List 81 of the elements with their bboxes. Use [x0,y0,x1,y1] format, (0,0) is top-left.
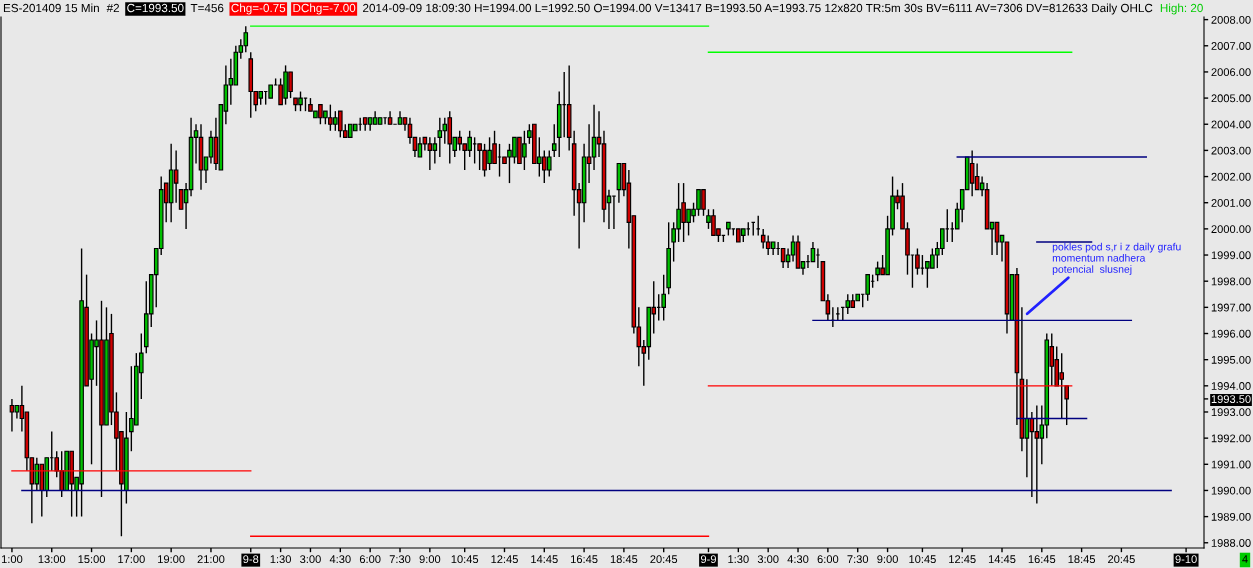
candlestick [1024,378,1030,479]
x-tick-label: 9:00 [877,555,898,564]
x-tick-label: 16:45 [1028,555,1056,564]
x-tick-label: 9-8 [243,555,259,564]
x-tick-label: 18:45 [610,555,638,564]
x-tick-label: 4:30 [329,555,351,564]
x-tick-label: 16:45 [571,555,598,564]
y-tick-label: 1992.00 [1211,434,1251,443]
y-tick-label: 2008.00 [1211,15,1251,24]
x-tick-label: 4:30 [787,555,809,564]
y-tick-label: 1993.50 [1211,395,1251,404]
y-tick-label: 1995.00 [1211,355,1251,364]
y-tick-label: 2000.00 [1211,225,1251,234]
candlestick [865,273,870,302]
x-tick-label: 1:30 [728,555,749,564]
text: Daily OHLC [1092,3,1153,15]
text: DChg=-7.00 [293,3,356,15]
y-tick-label: 1996.00 [1211,329,1251,338]
candlestick [845,293,851,315]
candlestick [835,306,841,322]
y-tick-label: 1994.00 [1211,382,1251,390]
candlestick [173,149,179,204]
x-tick-label: 6:00 [817,555,839,564]
x-tick-label: 9-9 [700,555,716,564]
x-tick-label: 10:45 [451,555,479,564]
text: Chg=-0.75 [231,3,286,15]
y-tick-label: 1993.00 [1211,408,1251,417]
x-tick-label: 14:45 [531,555,558,564]
x-tick-label: 21:00 [197,555,225,564]
x-tick-label: 15:00 [78,555,106,564]
x-tick-label: 1:30 [270,555,291,564]
candlestick [546,149,552,178]
x-tick-label: 7:30 [847,555,869,564]
x-tick-label: 10:45 [909,555,936,564]
candlestick [915,247,920,276]
y-tick-label: 1998.00 [1211,277,1251,286]
candlestick [755,215,761,237]
y-tick-label: 2006.00 [1211,68,1251,77]
candlestick [1064,385,1069,426]
annotation: pokles pod s,r i z daily grafu momentum nadhera potencial slusnej [1052,242,1181,275]
x-tick-label: 18:45 [1068,555,1096,564]
x-tick-label: 9-10 [1175,555,1197,564]
x-tick-label: 13:00 [38,555,66,564]
text: 4 [1242,555,1248,563]
x-tick-label: 6:00 [359,555,381,564]
text: 2014-09-09 18:09:30 H=1994.00 L=1992.50 O=1994.00 V=13417 B=1993.50 A=1993.75 12x820 TR:5m 30s BV=6111 AV=7306 DV=812633 [363,3,1088,13]
x-tick-label: 3:00 [757,555,779,564]
x-tick-label: 12:45 [949,555,976,564]
x-tick-label: 9:00 [419,555,441,564]
x-tick-label: 17:00 [118,555,145,564]
candlestick [661,273,666,322]
y-tick-label: 2005.00 [1211,94,1251,103]
y-tick-label: 2003.00 [1211,146,1251,155]
candlestick [815,247,821,269]
candlestick [54,450,60,479]
y-tick-label: 1997.00 [1211,303,1251,312]
y-tick-label: 2007.00 [1211,42,1251,50]
y-tick-label: 2001.00 [1211,198,1251,207]
x-tick-label: 20:45 [650,555,678,564]
x-tick-label: 19:00 [158,555,185,564]
candlestick [417,136,423,158]
chart-title: ES-201409 15 Min [3,3,99,13]
text: High: 20 [1160,3,1203,15]
y-tick-label: 1999.00 [1211,251,1251,260]
x-tick-label: 1:00 [1,555,23,564]
candlestick [551,123,557,158]
y-tick-label: 2002.00 [1211,172,1251,181]
x-tick-label: 20:45 [1108,555,1135,564]
x-tick-label: 12:45 [491,555,518,564]
y-tick-label: 1989.00 [1211,512,1251,521]
text: #2 [106,3,120,13]
y-tick-label: 2004.00 [1211,120,1251,129]
x-tick-label: 14:45 [988,555,1016,564]
y-tick-label: 1990.00 [1211,486,1251,495]
y-tick-label: 1988.00 [1211,539,1251,547]
y-tick-label: 1991.00 [1211,460,1251,469]
text: T=456 [190,3,224,13]
text: C=1993.50 [127,3,184,13]
x-tick-label: 7:30 [389,555,411,564]
x-tick-label: 3:00 [300,555,321,564]
candlestick [9,398,15,433]
